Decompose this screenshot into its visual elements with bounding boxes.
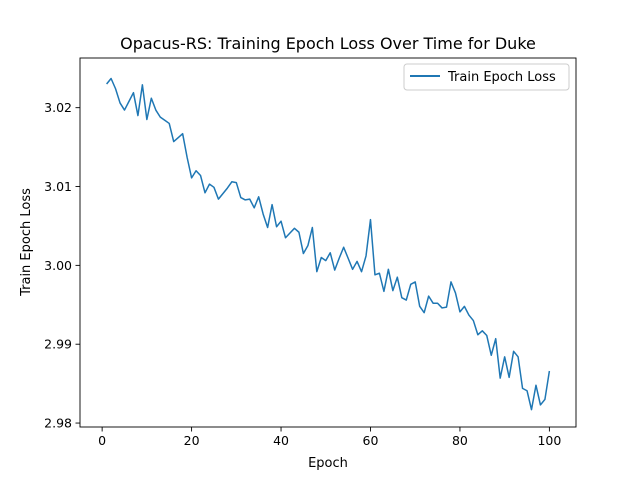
y-tick-label: 3.02 (44, 100, 72, 115)
legend: Train Epoch Loss (403, 63, 570, 91)
y-tick-label: 2.99 (44, 337, 72, 352)
legend-box (403, 63, 570, 91)
x-tick-label: 100 (537, 433, 561, 448)
x-tick-label: 40 (273, 433, 289, 448)
y-tick-label: 2.98 (44, 416, 72, 431)
y-tick-label: 3.01 (44, 179, 72, 194)
series-line-0 (106, 77, 551, 411)
plot-area: 0 20 40 60 80 100 2.98 2.99 3.00 3.01 3.02 (44, 57, 577, 448)
chart-title: Opacus-RS: Training Epoch Loss Over Time… (120, 34, 536, 53)
x-axis-label: Epoch (308, 456, 348, 471)
x-tick-label: 60 (363, 433, 379, 448)
legend-label: Train Epoch Loss (447, 70, 556, 85)
x-tick-label: 0 (98, 433, 106, 448)
x-tick-label: 20 (184, 433, 200, 448)
y-tick-label: 3.00 (44, 258, 72, 273)
y-axis-label: Train Epoch Loss (19, 188, 34, 297)
x-tick-label: 80 (452, 433, 468, 448)
axes-frame (79, 57, 577, 428)
